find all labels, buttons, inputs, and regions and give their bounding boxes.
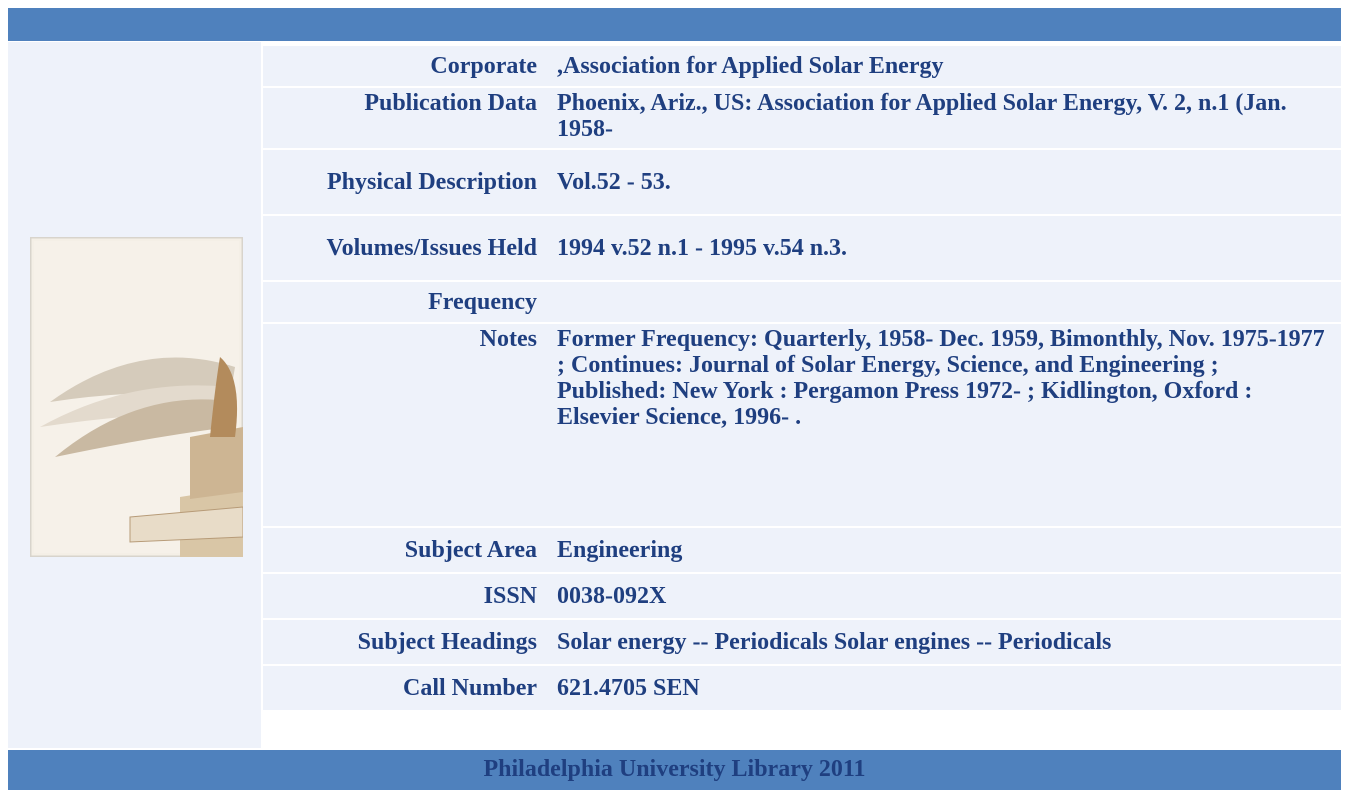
field-value: Former Frequency: Quarterly, 1958- Dec. … bbox=[551, 324, 1341, 526]
field-value: Vol.52 - 53. bbox=[551, 150, 1341, 214]
field-value bbox=[551, 282, 1341, 322]
record-table: Corporate,Association for Applied Solar … bbox=[263, 44, 1341, 712]
page: Corporate,Association for Applied Solar … bbox=[0, 0, 1349, 782]
field-label: Frequency bbox=[263, 282, 551, 322]
book-image bbox=[30, 237, 243, 557]
field-value: ,Association for Applied Solar Energy bbox=[551, 46, 1341, 86]
header-bar bbox=[8, 8, 1341, 41]
field-value: Solar energy -- Periodicals Solar engine… bbox=[551, 620, 1341, 664]
field-label: ISSN bbox=[263, 574, 551, 618]
field-label: Subject Headings bbox=[263, 620, 551, 664]
field-value: Phoenix, Ariz., US: Association for Appl… bbox=[551, 88, 1341, 148]
field-label: Call Number bbox=[263, 666, 551, 710]
record-row: Corporate,Association for Applied Solar … bbox=[263, 46, 1341, 86]
field-label: Publication Data bbox=[263, 88, 551, 148]
field-value: 1994 v.52 n.1 - 1995 v.54 n.3. bbox=[551, 216, 1341, 280]
field-value: 621.4705 SEN bbox=[551, 666, 1341, 710]
record-row: Frequency bbox=[263, 282, 1341, 322]
field-value: 0038-092X bbox=[551, 574, 1341, 618]
footer: Philadelphia University Library 2011 bbox=[8, 750, 1341, 790]
field-label: Physical Description bbox=[263, 150, 551, 214]
field-value: Engineering bbox=[551, 528, 1341, 572]
field-label: Subject Area bbox=[263, 528, 551, 572]
field-label: Volumes/Issues Held bbox=[263, 216, 551, 280]
field-label: Notes bbox=[263, 324, 551, 526]
field-label: Corporate bbox=[263, 46, 551, 86]
